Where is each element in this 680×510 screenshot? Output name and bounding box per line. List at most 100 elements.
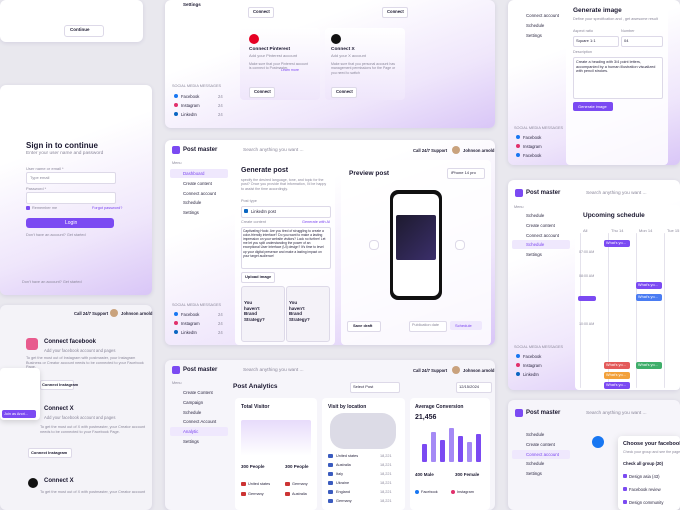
text: LinkedIn [523, 372, 539, 377]
event-label: What's yo... [638, 283, 658, 287]
text: LinkedIn [181, 112, 197, 117]
heading: Post Analytics [233, 383, 278, 390]
nav-item: Schedule [183, 200, 202, 206]
event-label: What's yo... [638, 363, 658, 367]
text: Make sure that you personal account has … [331, 62, 396, 75]
text: Connect [387, 9, 404, 14]
icon [516, 363, 520, 367]
text: 24 [218, 321, 223, 326]
avatar [452, 146, 460, 154]
bar [467, 442, 472, 462]
button [249, 87, 275, 98]
icon [249, 34, 259, 44]
label: Password * [26, 186, 47, 191]
icon [174, 321, 178, 325]
text: 24 [218, 103, 223, 108]
heading: Connect X [44, 406, 74, 412]
flag [328, 490, 333, 494]
time-label: 07:00 AM [579, 250, 595, 254]
map [330, 413, 396, 449]
text: 300 Female [455, 472, 480, 477]
logo [515, 189, 523, 197]
text: 18,221 [380, 481, 392, 485]
checkbox [623, 487, 627, 491]
button-label: Continue [70, 27, 90, 32]
flag [285, 492, 290, 496]
button [2, 410, 36, 418]
icon [516, 144, 520, 148]
time-label: 10:00 AM [579, 322, 595, 326]
text: Check all group (20) [623, 461, 664, 466]
text: Add your facebook account and pages [44, 348, 116, 353]
icon [244, 209, 248, 213]
text: Visit by location [328, 404, 367, 410]
text: Facebook review [629, 487, 661, 492]
text: 300 People [241, 464, 265, 469]
text: Johnson arnold [463, 368, 495, 373]
text: SOCIAL MEDIA MESSAGES [514, 126, 564, 130]
text: Don't have an account? Get started [22, 280, 82, 284]
text: LinkedIn post [251, 209, 276, 214]
nav-item: Settings [526, 252, 542, 258]
bar [476, 434, 481, 462]
nav-item: Campaign [183, 399, 204, 405]
icon [174, 94, 178, 98]
heading: Sign in to continue [26, 141, 98, 150]
time-label: 08:00 AM [579, 274, 595, 278]
text: 18,221 [380, 463, 392, 467]
brand: Post master [183, 147, 218, 153]
text: Schedule [455, 323, 472, 328]
icon [516, 354, 520, 358]
text: Germany [336, 499, 352, 503]
nav-item: Connect account [183, 190, 216, 196]
grid-line [608, 233, 609, 388]
column-header: Tue 15 [667, 228, 680, 233]
icon [451, 490, 455, 494]
post-image [396, 215, 436, 260]
text: Generate with AI [302, 220, 331, 224]
grid-line [580, 233, 581, 388]
flag [328, 499, 333, 503]
checkbox [26, 206, 30, 210]
event [604, 240, 630, 247]
text: SOCIAL MEDIA MESSAGES [172, 303, 222, 307]
text: Design community [629, 500, 664, 505]
button [382, 7, 408, 18]
logo [515, 409, 523, 417]
text: To get the most out of Instagram with po… [26, 356, 144, 369]
text: Number [621, 29, 635, 33]
icon [516, 372, 520, 376]
button [40, 380, 74, 390]
select [447, 168, 485, 179]
button-label: Join as Anot... [4, 412, 28, 416]
text: Don't have an account? Get started [26, 233, 86, 237]
checkbox [623, 474, 627, 478]
select [241, 206, 331, 218]
nav-item: Connect account [526, 13, 559, 18]
text: Publication date [412, 323, 440, 327]
nav-item: Settings [526, 471, 542, 477]
text: Connect Pinterest [249, 47, 291, 52]
text: Square 1:1 [576, 38, 596, 43]
search: Search anything you want ... [586, 191, 647, 196]
nav-item: Create Content [183, 390, 213, 395]
text: You haven't Brand Strategy? [244, 300, 265, 322]
text: Aspect ratio [573, 29, 594, 33]
text: Post type [241, 199, 257, 203]
nav-item: Settings [183, 2, 201, 7]
nav-item: Connect Account [183, 419, 217, 425]
button [28, 448, 72, 458]
bar [449, 428, 454, 462]
text: To get the most out of X with postmaster… [40, 490, 146, 494]
button-label: Login [65, 220, 78, 226]
text: Facebook [181, 94, 200, 99]
text: 24 [218, 330, 223, 335]
text: iPhone 14 pro [451, 170, 476, 175]
text: Make sure that your Pinterest account is… [249, 62, 308, 71]
text: Connect [336, 89, 353, 94]
flag [328, 454, 333, 458]
text: 300 People [285, 464, 309, 469]
column-header: All [583, 228, 588, 233]
nav-item: Schedule [526, 23, 545, 28]
event [604, 362, 630, 369]
